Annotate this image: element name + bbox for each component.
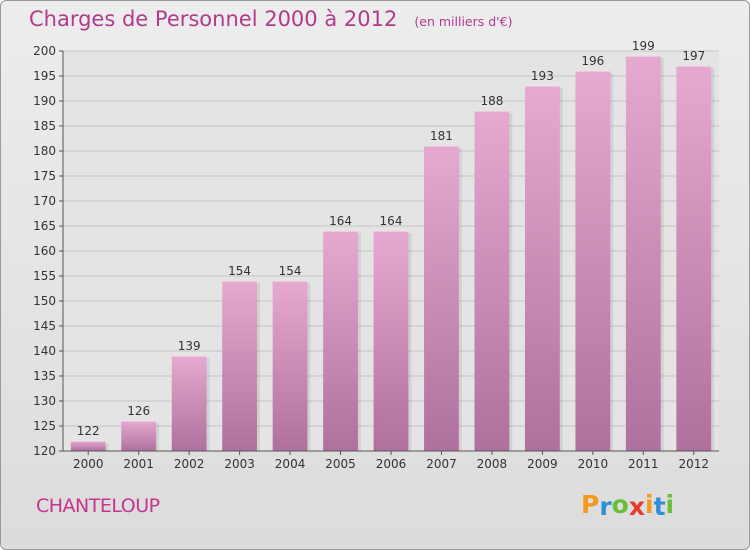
chart-title: Charges de Personnel 2000 à 2012: [29, 7, 398, 31]
x-tick-label: 2009: [527, 457, 558, 471]
data-label: 196: [581, 54, 604, 68]
proxiti-logo: Proxiti: [581, 490, 675, 521]
y-tick-label: 175: [33, 169, 56, 183]
x-tick-label: 2006: [376, 457, 407, 471]
y-tick-label: 135: [33, 369, 56, 383]
logo-letter: i: [665, 490, 675, 519]
y-tick-label: 140: [33, 344, 56, 358]
y-tick-label: 145: [33, 319, 56, 333]
bar: [676, 66, 712, 451]
data-label: 154: [228, 264, 251, 278]
chart-unit: (en milliers d'€): [414, 14, 513, 29]
data-label: 122: [77, 424, 100, 438]
y-tick-label: 170: [33, 194, 56, 208]
bars: 122 126 139 154 154 164 164 181 188 193 196 199 197: [70, 39, 715, 451]
x-tick-label: 2008: [477, 457, 508, 471]
bar: [121, 421, 157, 451]
y-tick-label: 185: [33, 119, 56, 133]
y-tick-label: 160: [33, 244, 56, 258]
data-label: 164: [380, 214, 403, 228]
y-tick-label: 180: [33, 144, 56, 158]
data-label: 193: [531, 69, 554, 83]
bar: [625, 56, 661, 451]
y-tick-label: 155: [33, 269, 56, 283]
x-tick-label: 2007: [426, 457, 457, 471]
bar: [524, 86, 560, 451]
data-label: 154: [279, 264, 302, 278]
logo-letter: i: [645, 490, 654, 519]
x-tick-label: 2001: [123, 457, 154, 471]
bar: [474, 111, 510, 451]
data-label: 181: [430, 129, 453, 143]
logo-letter: P: [581, 490, 600, 519]
axes: 120 125 130 135 140 145 150 155 160 165 170 175 180 1…: [33, 44, 719, 471]
x-tick-label: 2012: [678, 457, 709, 471]
data-label: 199: [632, 39, 655, 53]
bar: [424, 146, 459, 451]
logo-letter: r: [599, 492, 612, 521]
y-tick-label: 165: [33, 219, 56, 233]
x-tick-label: 2005: [325, 457, 356, 471]
x-tick-label: 2011: [628, 457, 659, 471]
y-tick-label: 130: [33, 394, 56, 408]
x-tick-label: 2004: [275, 457, 306, 471]
bar: [575, 71, 611, 451]
x-tick-label: 2000: [73, 457, 104, 471]
logo-letter: x: [628, 492, 645, 521]
y-tick-label: 125: [33, 419, 56, 433]
x-tick-label: 2010: [578, 457, 609, 471]
data-label: 164: [329, 214, 352, 228]
logo-letter: o: [611, 490, 629, 519]
y-tick-label: 195: [33, 69, 56, 83]
y-tick-label: 150: [33, 294, 56, 308]
bar: [373, 231, 409, 451]
data-label: 126: [127, 404, 150, 418]
y-tick-label: 120: [33, 444, 56, 458]
x-tick-label: 2003: [224, 457, 255, 471]
data-label: 197: [682, 49, 705, 63]
bar: [70, 441, 106, 451]
x-tick-label: 2002: [174, 457, 205, 471]
commune-name: CHANTELOUP: [36, 495, 160, 517]
title-line: Charges de Personnel 2000 à 2012 (en mil…: [29, 7, 512, 31]
logo-letter: t: [653, 492, 666, 521]
data-label: 139: [178, 339, 201, 353]
y-tick-label: 190: [33, 94, 56, 108]
bar: [171, 356, 207, 451]
bar: [323, 231, 358, 451]
bar: [272, 281, 308, 451]
y-tick-label: 200: [33, 44, 56, 58]
data-label: 188: [480, 94, 503, 108]
bar: [222, 281, 258, 451]
